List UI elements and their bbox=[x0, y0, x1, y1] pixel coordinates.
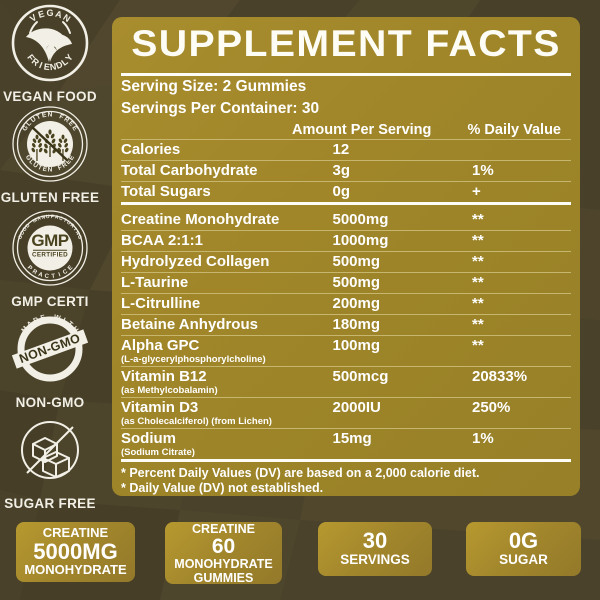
svg-text:CERTIFIED: CERTIFIED bbox=[32, 252, 68, 259]
svg-text:D: D bbox=[48, 375, 53, 381]
svg-text:G: G bbox=[46, 8, 53, 18]
svg-text:C: C bbox=[44, 274, 50, 281]
svg-text:I: I bbox=[58, 272, 62, 278]
svg-text:N: N bbox=[48, 167, 53, 174]
svg-text:T: T bbox=[51, 274, 56, 280]
svg-text:E: E bbox=[37, 9, 46, 20]
svg-text:N: N bbox=[48, 112, 53, 119]
svg-text:GMP: GMP bbox=[31, 231, 68, 250]
